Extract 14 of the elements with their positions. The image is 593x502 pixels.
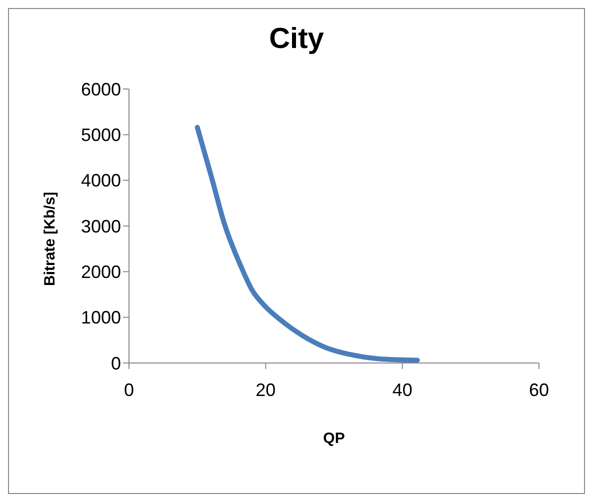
x-tick-label: 20 <box>256 380 276 400</box>
x-axis-title: QP <box>323 430 345 447</box>
x-tick-label: 40 <box>392 380 412 400</box>
x-tick-label: 0 <box>124 380 134 400</box>
y-tick-label: 5000 <box>80 125 121 146</box>
y-tick-label: 2000 <box>80 262 121 282</box>
y-tick-label: 3000 <box>80 216 121 236</box>
y-axis-title: Bitrate [Kb/s] <box>41 192 58 286</box>
y-tick-label: 1000 <box>80 308 121 328</box>
y-tick-label: 4000 <box>80 170 121 191</box>
x-tick-label: 60 <box>528 380 550 400</box>
chart-title: City <box>268 23 325 57</box>
y-tick-label: 6000 <box>80 79 121 100</box>
y-tick-label: 0 <box>110 353 121 374</box>
